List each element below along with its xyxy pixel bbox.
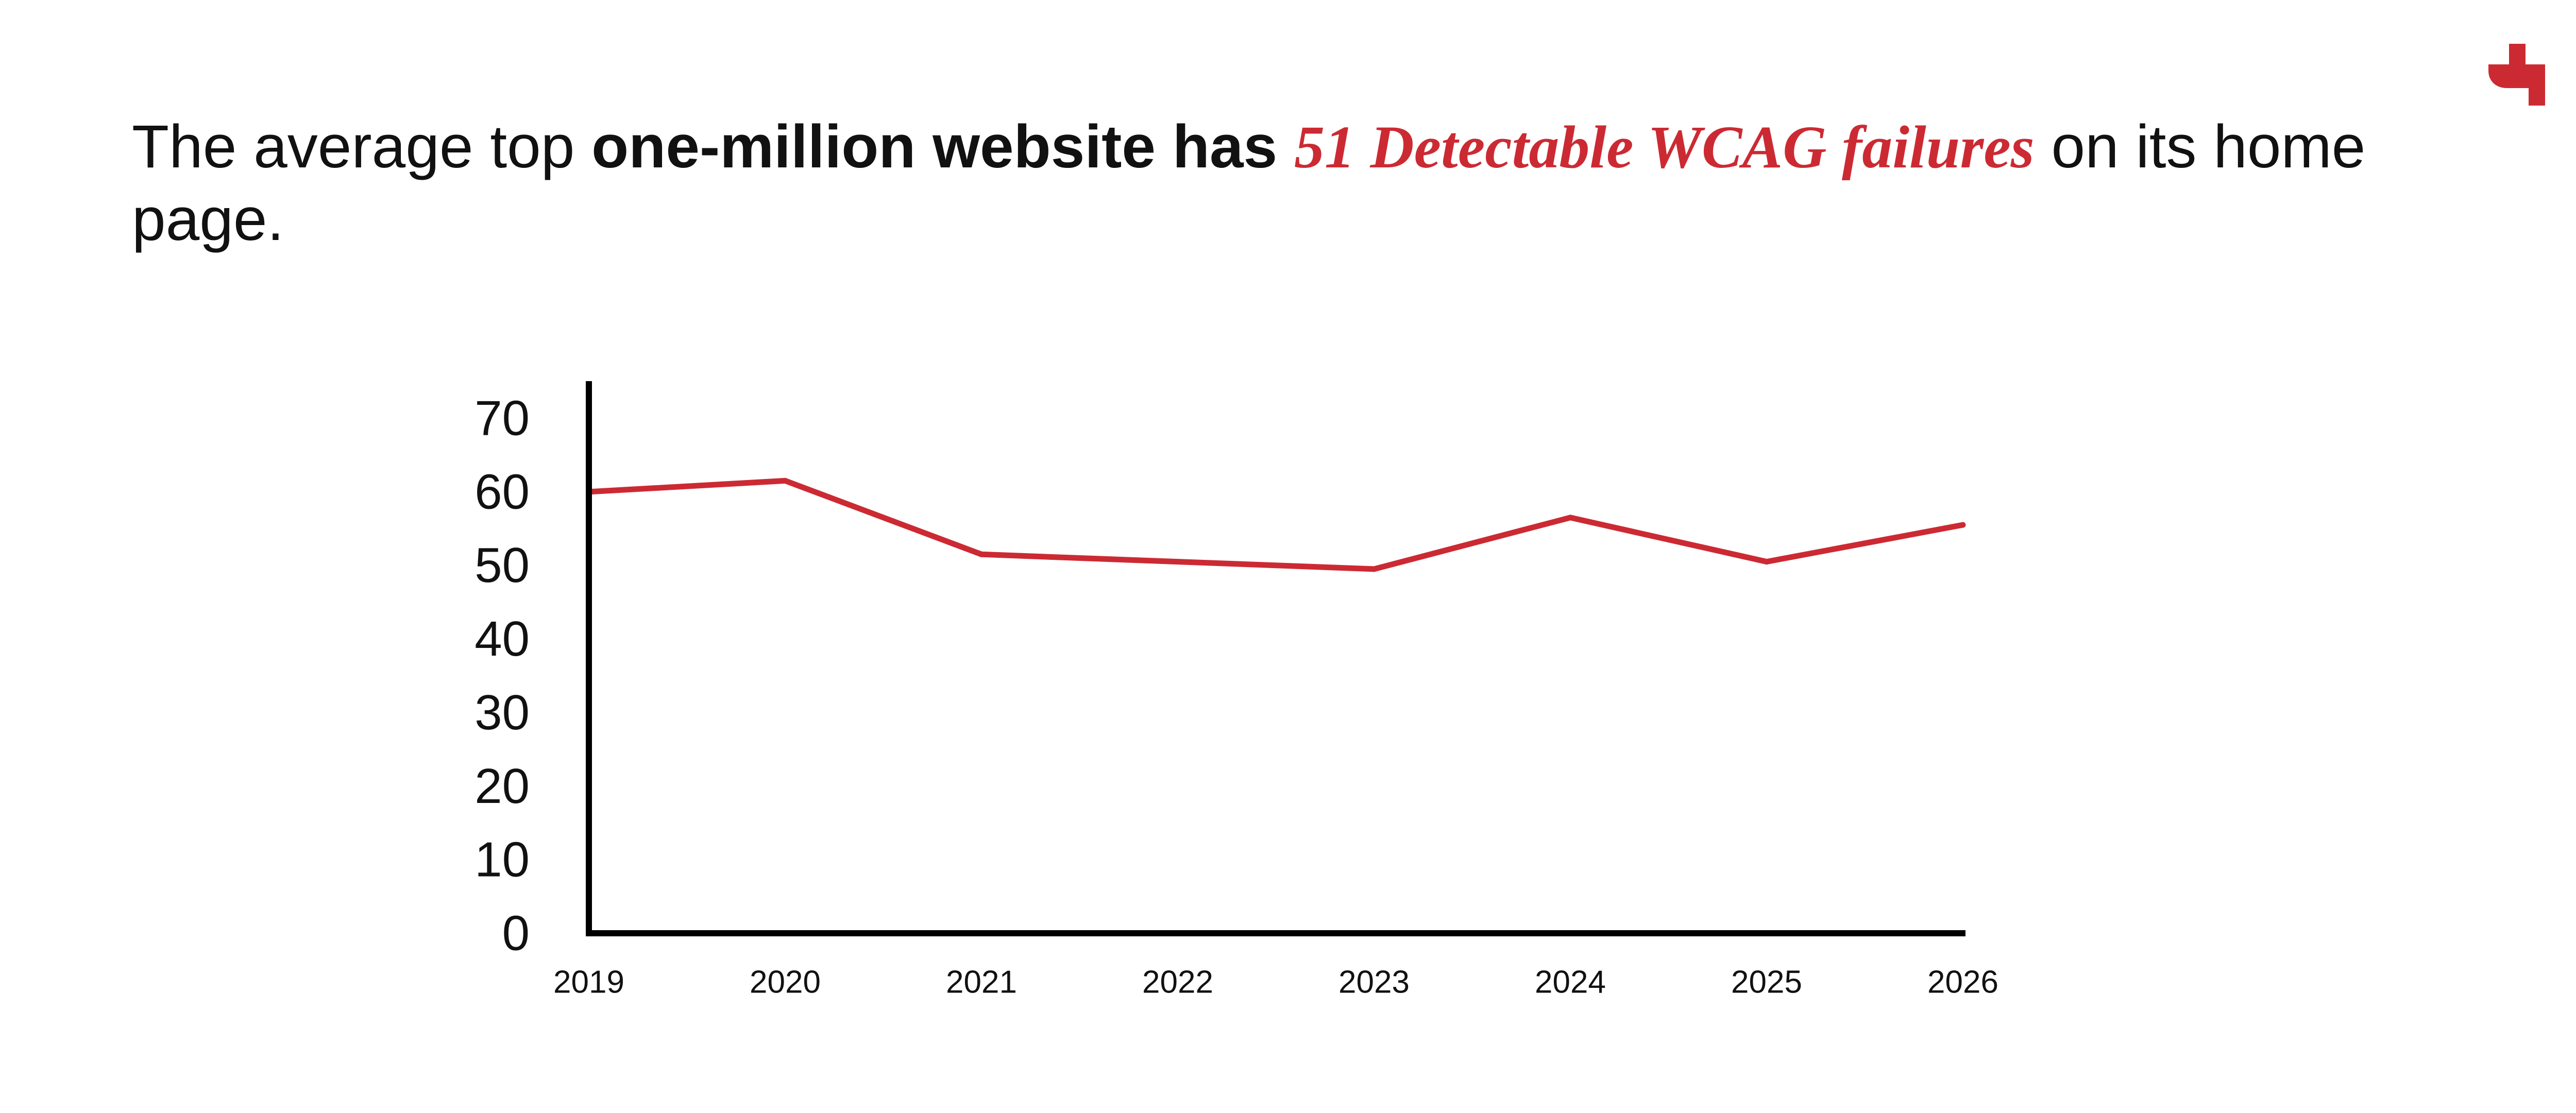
data-point bbox=[1764, 559, 1770, 565]
x-axis-ticks: 2019 2020 2021 2022 2023 2024 2025 2026 bbox=[553, 965, 1998, 1000]
headline-text-end: on its home page. bbox=[132, 113, 2366, 253]
y-tick-label: 20 bbox=[474, 759, 530, 814]
y-tick-label: 30 bbox=[474, 685, 530, 740]
y-tick-label: 40 bbox=[474, 611, 530, 666]
headline-text-start: The average top bbox=[132, 113, 592, 181]
headline-emphasis: one-million website has bbox=[591, 113, 1278, 181]
data-point bbox=[978, 551, 985, 557]
y-tick-label: 70 bbox=[474, 391, 530, 446]
x-tick-label: 2025 bbox=[1731, 965, 1802, 1000]
headline-highlight: 51 Detectable WCAG failures bbox=[1294, 113, 2035, 181]
data-point bbox=[782, 477, 788, 484]
data-point bbox=[1960, 522, 1966, 528]
y-tick-label: 50 bbox=[474, 538, 530, 593]
y-tick-label: 60 bbox=[474, 464, 530, 519]
data-point bbox=[1567, 515, 1573, 521]
headline: The average top one-million website has … bbox=[132, 111, 2399, 255]
x-tick-label: 2022 bbox=[1142, 965, 1213, 1000]
x-tick-label: 2026 bbox=[1927, 965, 1998, 1000]
data-point bbox=[1175, 559, 1181, 565]
y-axis-ticks: 0 10 20 30 40 50 60 70 bbox=[474, 391, 530, 961]
data-point bbox=[1371, 566, 1377, 572]
x-tick-label: 2023 bbox=[1338, 965, 1410, 1000]
y-tick-label: 0 bbox=[502, 906, 530, 961]
x-tick-label: 2020 bbox=[750, 965, 821, 1000]
x-tick-label: 2024 bbox=[1535, 965, 1606, 1000]
y-tick-label: 10 bbox=[474, 832, 530, 887]
x-tick-label: 2019 bbox=[553, 965, 624, 1000]
brand-logo-icon bbox=[2488, 44, 2545, 106]
series-line bbox=[588, 477, 1964, 572]
series-layer bbox=[586, 477, 1966, 572]
x-tick-label: 2021 bbox=[946, 965, 1017, 1000]
